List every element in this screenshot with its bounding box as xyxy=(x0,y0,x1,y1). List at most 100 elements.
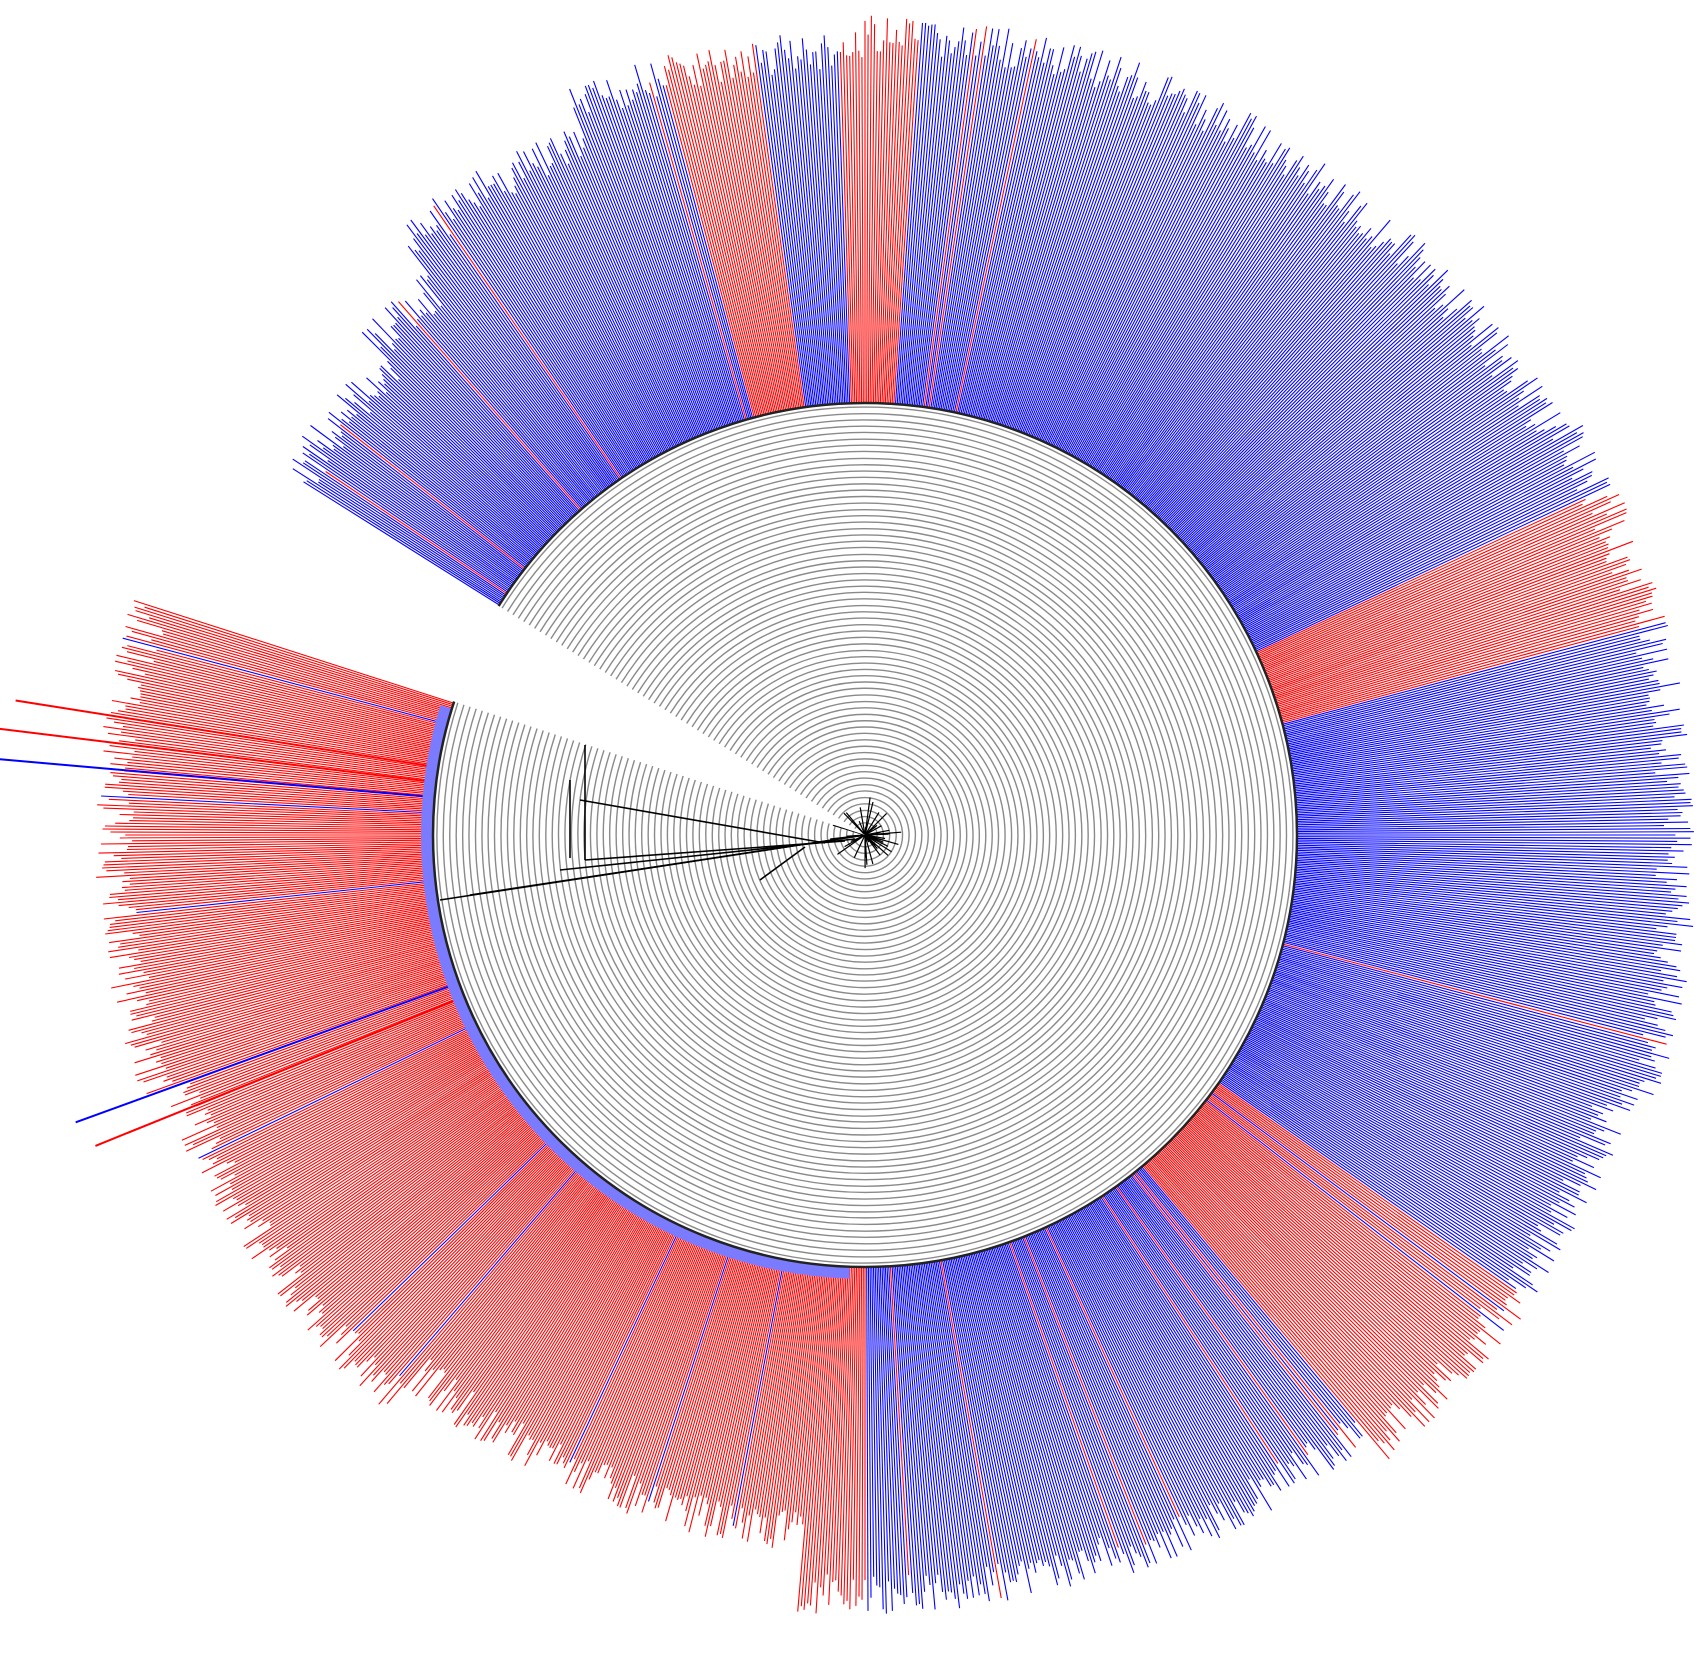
leaf-branch xyxy=(991,87,1096,423)
leaf-branch xyxy=(1096,1199,1282,1491)
leaf-branch xyxy=(429,1178,604,1406)
leaf-branch xyxy=(479,206,640,467)
tree-ring xyxy=(583,553,1147,1117)
leaf-branch xyxy=(1075,144,1253,459)
leaf-branch xyxy=(1071,1214,1242,1526)
leaf-branch xyxy=(1162,1147,1416,1413)
leaf-branch xyxy=(669,1249,744,1496)
leaf-branch xyxy=(380,365,556,535)
leaf-branch xyxy=(564,140,694,439)
leaf-branch xyxy=(514,185,661,456)
leaf-branch xyxy=(1279,954,1640,1061)
leaf-branch xyxy=(261,1077,509,1246)
leaf-branch xyxy=(1123,1180,1334,1459)
leaf-branch xyxy=(1051,1224,1198,1527)
leaf-branch xyxy=(921,32,974,407)
leaf-branch xyxy=(869,1266,875,1577)
leaf-branch xyxy=(803,1265,832,1610)
leaf-branch xyxy=(1271,559,1631,690)
tree-ring xyxy=(679,649,1051,1021)
leaf-branch xyxy=(1253,489,1578,647)
leaf-branch xyxy=(102,853,434,869)
leaf-branch xyxy=(647,1245,733,1502)
leaf-branch xyxy=(160,964,454,1059)
leaf-branch xyxy=(537,166,676,448)
leaf-branch xyxy=(474,1197,632,1440)
leaf-branch xyxy=(351,416,531,563)
leaf-branch xyxy=(733,64,793,410)
leaf-branch xyxy=(1244,1041,1568,1218)
leaf-branch xyxy=(338,1142,563,1370)
leaf-branch xyxy=(580,1228,688,1464)
leaf-branch xyxy=(1233,423,1536,610)
leaf-branch xyxy=(1237,1052,1542,1232)
leaf-branch xyxy=(1275,579,1641,701)
leaf-branch xyxy=(506,1203,642,1426)
leaf-branch xyxy=(815,1266,839,1614)
leaf-branch xyxy=(134,907,440,961)
leaf-branch xyxy=(1122,191,1345,489)
leaf-branch xyxy=(1265,995,1605,1132)
leaf-branch xyxy=(122,637,448,725)
leaf-branch xyxy=(1228,397,1548,603)
leaf-branch xyxy=(427,275,600,496)
leaf-branch xyxy=(970,47,1065,417)
leaf-branch xyxy=(138,902,439,951)
leaf-branch xyxy=(1034,88,1185,439)
leaf-branch xyxy=(1218,1082,1517,1294)
leaf-branch xyxy=(1281,946,1656,1049)
leaf-branch xyxy=(1091,1202,1264,1480)
leaf-branch xyxy=(129,863,435,885)
leaf-branch xyxy=(1037,98,1188,440)
tree-ring xyxy=(545,515,1185,1155)
leaf-branch xyxy=(746,1261,795,1542)
leaf-branch xyxy=(1200,344,1472,565)
leaf-branch xyxy=(1135,1170,1341,1424)
leaf-branch xyxy=(381,374,553,538)
leaf-branch xyxy=(720,61,787,411)
leaf-branch xyxy=(1037,1230,1172,1535)
leaf-branch xyxy=(360,1150,571,1377)
leaf-branch xyxy=(564,149,693,440)
leaf-branch xyxy=(127,761,436,794)
leaf-branch xyxy=(1285,931,1658,1020)
leaf-branch xyxy=(431,233,613,485)
leaf-branch xyxy=(1259,512,1593,661)
leaf-branch xyxy=(718,1256,773,1502)
leaf-branch xyxy=(140,696,441,755)
leaf-branch xyxy=(1134,220,1358,499)
leaf-branch xyxy=(547,175,679,446)
backbone-branch xyxy=(579,799,826,844)
leaf-branch xyxy=(107,888,437,932)
leaf-branch xyxy=(997,79,1112,425)
leaf-branch xyxy=(1078,1209,1254,1517)
leaf-branch xyxy=(516,151,670,451)
leaf-branch xyxy=(943,42,1014,411)
leaf-branch xyxy=(948,47,1023,412)
leaf-branch xyxy=(1249,468,1584,640)
leaf-branch xyxy=(361,331,560,530)
leaf-branch xyxy=(1147,1160,1391,1441)
leaf-branch xyxy=(1278,958,1663,1074)
leaf-branch xyxy=(1186,1122,1470,1377)
leaf-branch xyxy=(774,48,817,406)
leaf-branch xyxy=(134,963,453,1064)
leaf-branch xyxy=(1028,95,1169,436)
leaf-branch xyxy=(504,1204,643,1434)
leaf-branch xyxy=(903,33,939,405)
leaf-branch xyxy=(1100,1196,1290,1487)
leaf-branch xyxy=(306,480,501,604)
leaf-branch xyxy=(444,200,627,476)
leaf-branch xyxy=(1259,501,1611,660)
leaf-branch xyxy=(292,468,502,603)
leaf-branch xyxy=(1295,866,1687,897)
leaf-branch xyxy=(109,870,435,899)
leaf-branch xyxy=(1178,289,1442,539)
leaf-branch xyxy=(1023,100,1157,434)
leaf-branch xyxy=(1268,987,1604,1115)
leaf-branch xyxy=(891,1266,914,1594)
leaf-branch xyxy=(354,401,536,557)
leaf-branch xyxy=(518,161,668,452)
leaf-branch xyxy=(535,142,680,446)
leaf-branch xyxy=(333,448,516,582)
